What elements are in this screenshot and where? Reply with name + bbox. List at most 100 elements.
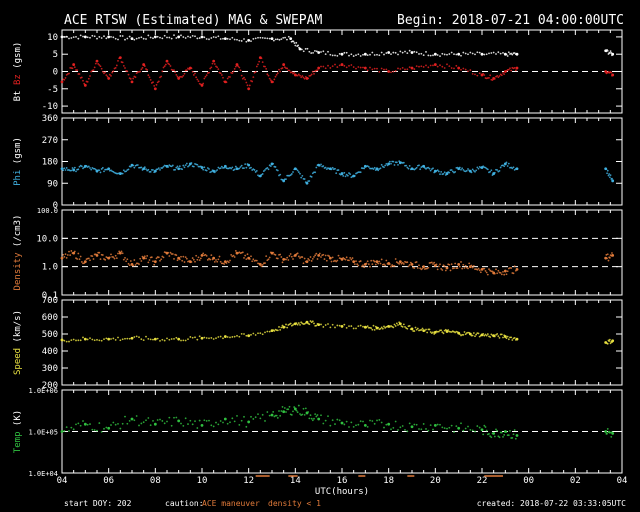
trace-dot-phi [419,168,422,171]
y-axis-label: Bt Bz (gsm) [13,42,23,102]
x-tick-label: 10 [197,476,208,486]
trace-dot-phi [379,167,382,170]
trace-dot-phi [230,167,233,170]
trace-dot-bz [292,72,294,75]
trace-dot-speed [373,328,376,331]
trace-dot-bt [474,53,476,56]
data-point-bt [480,52,484,56]
trace-dot-density [146,255,149,257]
trace-dot-speed [479,334,482,337]
trace-dot-density [260,265,263,268]
trace-dot-bt [93,35,96,38]
trace-dot-speed [72,338,75,341]
trace-dot-temp [205,420,208,422]
trace-dot-phi [141,169,144,171]
data-point-temp [282,410,286,414]
trace-dot-temp [460,422,462,425]
trace-dot-density [402,263,405,265]
trace-dot-density [213,260,216,263]
trace-dot-bz [392,70,395,73]
trace-dot-density [106,256,109,259]
trace-dot-speed [152,338,154,341]
trace-dot-bz [260,57,263,60]
trace-dot-temp [399,426,402,429]
trace-dot-temp [189,419,192,422]
trace-dot-phi [234,165,237,168]
trace-dot-bt [383,53,385,56]
trace-dot-density [430,261,433,264]
trace-dot-density [495,268,497,271]
trace-dot-density [125,260,128,263]
data-point-bz [410,66,414,70]
trace-dot-speed [308,323,311,326]
data-point-speed [60,338,64,342]
trace-dot-bt [312,51,314,54]
x-tick-label: 04 [57,476,68,486]
trace-dot-bz [226,77,229,80]
trace-dot-density [378,260,381,263]
trace-dot-speed [180,339,182,342]
trace-dot-temp [469,429,472,431]
trace-dot-bz [134,76,137,79]
trace-dot-bz [173,69,175,72]
y-tick-label: 270 [42,136,58,146]
trace-dot-bz [331,65,334,68]
data-point-density [83,260,87,264]
trace-dot-speed [372,324,375,327]
trace-dot-density [280,256,283,258]
trace-dot-bz [274,75,277,78]
data-point-density [118,251,122,255]
data-point-temp [60,430,64,433]
trace-dot-bt [343,51,346,54]
trace-dot-speed [493,335,496,338]
trace-dot-phi [245,166,248,169]
trace-dot-temp [187,423,189,425]
trace-dot-bz [278,68,280,71]
trace-dot-bz [93,66,96,69]
trace-dot-density [133,259,136,261]
trace-dot-bz [514,69,517,72]
trace-dot-temp [103,427,105,430]
trace-dot-density [267,258,270,261]
trace-dot-bt [334,54,336,57]
trace-dot-bz [441,65,444,68]
trace-dot-temp [215,421,217,424]
trace-dot-density [379,262,382,265]
data-point-bt [410,51,414,54]
trace-dot-bz [446,63,448,66]
trace-dot-temp [394,420,397,423]
trace-dot-phi [386,164,389,167]
trace-dot-density [315,252,318,255]
trace-dot-temp [170,424,173,427]
trace-dot-temp [219,420,222,422]
trace-dot-density [471,266,474,269]
y-tick-label: 1.0 [42,263,58,273]
trace-dot-bz [232,70,235,73]
trace-dot-density [183,261,186,263]
trace-dot-phi [266,167,269,169]
x-tick-label: 16 [337,476,348,486]
trace-dot-phi [185,162,188,165]
trace-dot-temp [512,433,515,436]
trace-dot-bz [373,67,376,70]
trace-dot-bz [394,70,397,72]
y-tick-label: 600 [42,313,58,323]
trace-dot-temp [453,431,455,433]
trace-dot-speed [309,320,312,322]
trace-dot-phi [325,168,328,170]
trace-dot-bz [316,69,319,72]
trace-dot-speed [383,325,385,328]
data-point-speed [398,322,402,326]
trace-dot-temp [250,415,252,418]
data-point-bt [153,35,157,39]
trace-dot-bz [141,66,144,69]
trace-dot-temp [484,426,487,428]
trace-dot-temp [489,435,492,438]
data-point-bz [515,66,519,70]
trace-dot-bz [397,67,399,70]
trace-dot-phi [295,168,298,171]
trace-dot-temp [448,426,451,429]
trace-dot-bt [502,51,504,54]
trace-dot-phi [152,169,154,171]
trace-dot-speed [316,323,319,325]
